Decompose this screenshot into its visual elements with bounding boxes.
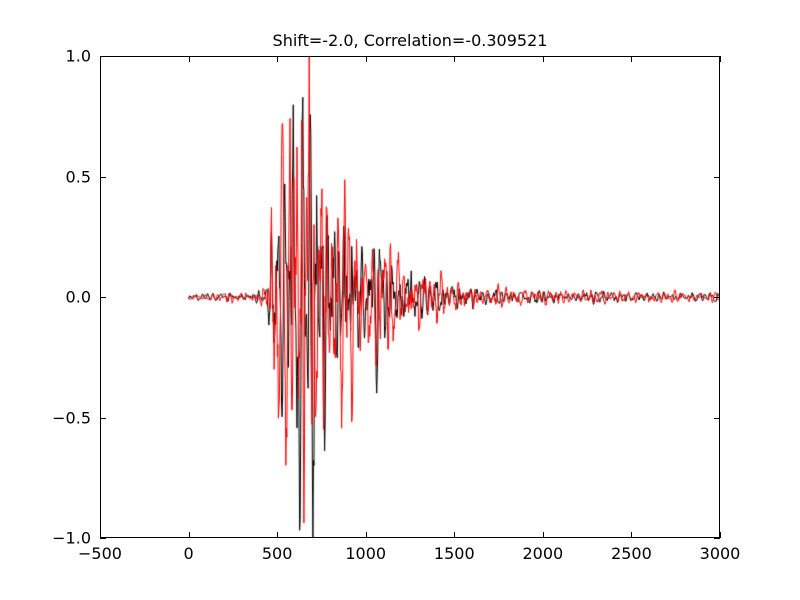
tick-mark <box>100 176 106 178</box>
tick-mark <box>631 532 633 538</box>
x-tick-label: −500 <box>78 544 122 563</box>
y-tick-label: 0.5 <box>65 167 91 186</box>
y-tick-label: −1.0 <box>52 528 91 548</box>
tick-mark <box>100 538 106 539</box>
tick-mark <box>100 297 106 298</box>
waveform-canvas <box>100 56 720 538</box>
x-tick-label: 2500 <box>611 544 652 563</box>
y-tick-label: 0.0 <box>65 287 91 307</box>
tick-mark <box>100 532 101 538</box>
tick-mark <box>454 56 456 62</box>
tick-mark <box>714 176 720 178</box>
x-tick-label: 1000 <box>345 544 387 563</box>
plot-title: Shift=-2.0, Correlation=-0.309521 <box>272 31 548 50</box>
tick-mark <box>542 532 544 538</box>
tick-mark <box>100 417 106 419</box>
tick-mark <box>631 56 633 62</box>
x-tick-label: 3000 <box>699 544 741 563</box>
tick-mark <box>714 538 720 539</box>
tick-mark <box>277 56 279 62</box>
tick-mark <box>720 532 721 538</box>
tick-mark <box>365 56 367 62</box>
x-tick-label: 0 <box>183 544 194 563</box>
tick-mark <box>714 56 720 57</box>
tick-mark <box>365 532 367 538</box>
tick-mark <box>188 532 190 538</box>
tick-mark <box>714 417 720 419</box>
tick-mark <box>277 532 279 538</box>
x-tick-label: 1500 <box>433 544 475 563</box>
tick-mark <box>100 56 101 62</box>
tick-mark <box>454 532 456 538</box>
y-tick-label: −0.5 <box>52 408 91 427</box>
y-tick-label: 1.0 <box>65 46 91 66</box>
tick-mark <box>720 56 721 62</box>
tick-mark <box>714 297 720 298</box>
x-tick-label: 500 <box>261 544 293 563</box>
x-tick-label: 2000 <box>522 544 564 563</box>
tick-mark <box>188 56 190 62</box>
tick-mark <box>542 56 544 62</box>
axes-frame <box>100 56 720 538</box>
tick-mark <box>100 56 106 57</box>
